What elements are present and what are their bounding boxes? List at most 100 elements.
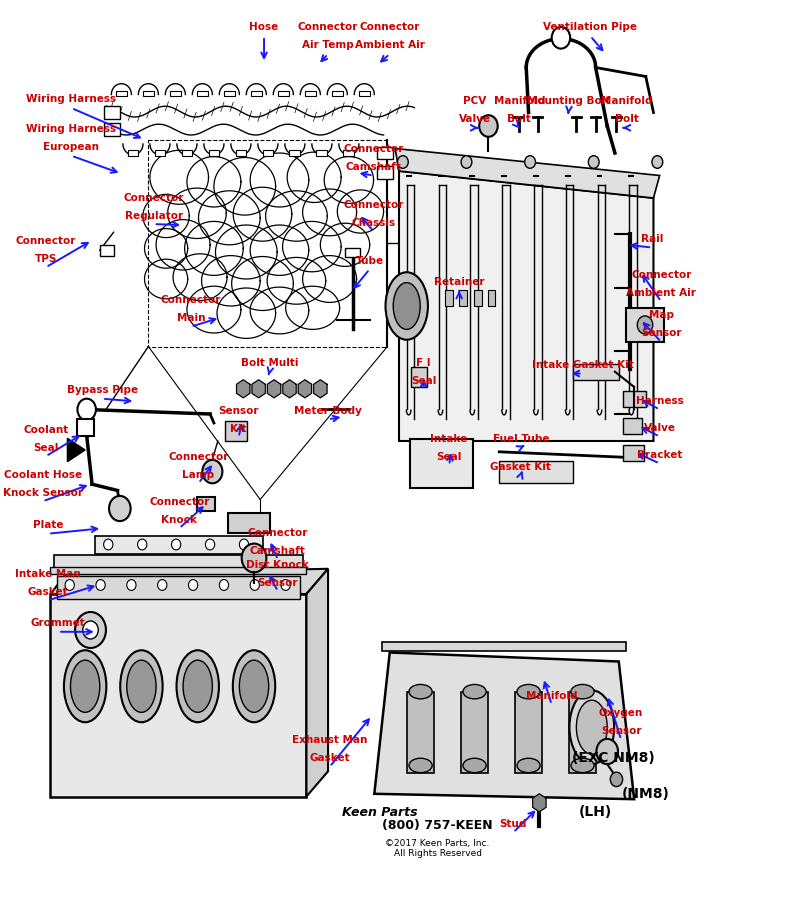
Circle shape <box>597 739 618 764</box>
Circle shape <box>250 580 259 590</box>
Text: Intake Man: Intake Man <box>15 569 81 579</box>
Bar <box>209 150 219 156</box>
Text: Lamp: Lamp <box>182 470 214 480</box>
Text: Connector: Connector <box>359 22 420 32</box>
Ellipse shape <box>64 650 106 722</box>
Text: Connector: Connector <box>343 144 404 154</box>
Polygon shape <box>314 380 327 398</box>
Text: Seal: Seal <box>33 443 58 453</box>
Text: Manifold: Manifold <box>601 96 652 106</box>
Polygon shape <box>252 380 266 398</box>
Text: Bypass Pipe: Bypass Pipe <box>66 385 138 395</box>
Polygon shape <box>237 380 250 398</box>
Bar <box>290 150 300 156</box>
Text: Manifold: Manifold <box>526 691 578 701</box>
Text: Map: Map <box>649 310 674 320</box>
Bar <box>410 439 473 488</box>
Text: Intake: Intake <box>430 434 468 444</box>
Ellipse shape <box>463 758 486 772</box>
Text: Bolt: Bolt <box>614 114 638 124</box>
Bar <box>514 691 542 772</box>
Bar <box>411 367 426 387</box>
Ellipse shape <box>394 283 420 329</box>
Text: Seal: Seal <box>437 452 462 462</box>
Bar <box>100 245 114 256</box>
Ellipse shape <box>571 684 594 698</box>
Ellipse shape <box>183 661 212 713</box>
Text: Dist Knock: Dist Knock <box>246 560 310 570</box>
Text: Connector: Connector <box>16 236 76 246</box>
Bar <box>127 150 138 156</box>
Bar <box>116 91 126 96</box>
Circle shape <box>461 156 472 168</box>
Text: Plate: Plate <box>33 520 63 530</box>
Bar <box>382 642 626 651</box>
Bar <box>143 91 154 96</box>
Text: Rail: Rail <box>641 234 663 244</box>
Text: Sensor: Sensor <box>641 328 682 338</box>
Bar <box>262 150 274 156</box>
Text: (NM8): (NM8) <box>622 788 670 802</box>
Ellipse shape <box>126 661 156 713</box>
Bar <box>95 536 262 554</box>
Bar <box>573 364 618 380</box>
Text: Knock: Knock <box>162 515 197 525</box>
Polygon shape <box>283 380 296 398</box>
Bar <box>488 290 495 306</box>
Circle shape <box>78 399 96 420</box>
Text: Gasket: Gasket <box>310 753 350 763</box>
Bar <box>359 91 370 96</box>
Ellipse shape <box>239 661 269 713</box>
Bar <box>622 445 644 461</box>
Text: Sensor: Sensor <box>258 578 298 588</box>
Text: Camshaft: Camshaft <box>250 546 306 556</box>
Text: Ambient Air: Ambient Air <box>626 288 696 298</box>
Ellipse shape <box>386 272 428 339</box>
Bar <box>105 106 120 119</box>
Text: Hose: Hose <box>250 22 278 32</box>
Bar <box>235 150 246 156</box>
Text: Bolt Multi: Bolt Multi <box>241 358 298 368</box>
Bar <box>50 594 306 796</box>
Bar <box>57 576 300 598</box>
Bar <box>622 418 642 434</box>
Ellipse shape <box>409 758 432 772</box>
Bar <box>378 147 393 159</box>
Text: Main: Main <box>177 313 205 323</box>
Text: Exhaust Man: Exhaust Man <box>292 735 367 745</box>
Circle shape <box>239 539 249 550</box>
Text: Meter Body: Meter Body <box>294 406 362 416</box>
Circle shape <box>202 460 222 483</box>
Bar <box>105 123 120 136</box>
Polygon shape <box>298 380 311 398</box>
Bar <box>224 91 234 96</box>
Circle shape <box>242 544 266 572</box>
Text: Manifold: Manifold <box>494 96 545 106</box>
Text: Sensor: Sensor <box>218 406 259 416</box>
Bar <box>251 91 262 96</box>
Circle shape <box>189 580 198 590</box>
Ellipse shape <box>463 684 486 698</box>
Polygon shape <box>67 438 85 462</box>
Circle shape <box>552 27 570 49</box>
Polygon shape <box>399 171 654 441</box>
Bar <box>197 497 215 511</box>
Circle shape <box>281 580 290 590</box>
Polygon shape <box>50 569 328 594</box>
Circle shape <box>126 580 136 590</box>
Text: Fuel Tube: Fuel Tube <box>493 434 549 444</box>
Ellipse shape <box>177 650 219 722</box>
Bar <box>54 555 302 572</box>
Circle shape <box>610 772 622 787</box>
Polygon shape <box>395 148 660 198</box>
Circle shape <box>219 580 229 590</box>
Text: Mounting Bolt: Mounting Bolt <box>527 96 610 106</box>
Circle shape <box>588 156 599 168</box>
Text: Air Temp: Air Temp <box>302 40 354 50</box>
Text: Oxygen: Oxygen <box>599 708 643 718</box>
Text: Ambient Air: Ambient Air <box>355 40 425 50</box>
Bar <box>378 166 393 179</box>
Text: Gasket Kit: Gasket Kit <box>490 462 551 472</box>
Text: Connector: Connector <box>631 270 691 280</box>
Circle shape <box>652 156 662 168</box>
